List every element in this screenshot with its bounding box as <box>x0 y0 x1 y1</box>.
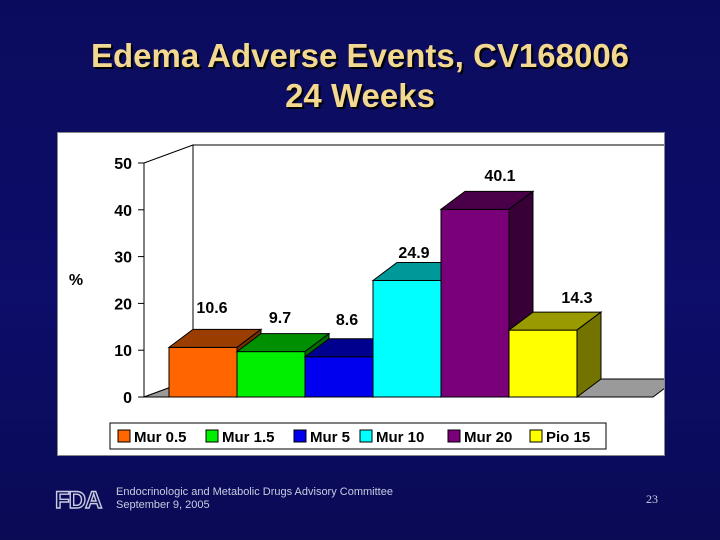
legend-label: Mur 10 <box>376 429 424 446</box>
footer-date: September 9, 2005 <box>116 499 210 511</box>
legend-swatch <box>205 429 219 443</box>
title-line-2: 24 Weeks <box>285 77 435 114</box>
bar <box>508 329 578 398</box>
y-tick-label: 50 <box>114 156 132 173</box>
data-label: 40.1 <box>484 168 515 185</box>
title-line-1: Edema Adverse Events, CV168006 <box>90 37 630 74</box>
bar <box>440 208 510 398</box>
bar-side <box>576 311 602 398</box>
bar <box>372 279 442 398</box>
y-tick-label: 10 <box>114 343 132 360</box>
footer-text: Endocrinologic and Metabolic Drugs Advis… <box>116 486 496 512</box>
legend-label: Mur 1.5 <box>222 429 275 446</box>
legend-swatch <box>447 429 461 443</box>
data-label: 14.3 <box>561 290 592 307</box>
y-tick-label: 40 <box>114 203 132 220</box>
legend-swatch <box>529 429 543 443</box>
bar <box>168 346 238 398</box>
footer-committee: Endocrinologic and Metabolic Drugs Advis… <box>116 486 393 498</box>
data-label: 10.6 <box>196 300 227 317</box>
y-axis-label: % <box>69 272 83 289</box>
legend-label: Pio 15 <box>546 429 590 446</box>
data-label: 9.7 <box>269 310 291 327</box>
data-label: 8.6 <box>336 312 358 329</box>
bar-chart: 0 10 20 30 40 50% 10.6 9.7 8.6 24.9 40.1 14.3 Mur 0.… <box>69 144 664 450</box>
bar <box>236 351 306 398</box>
legend-swatch <box>293 429 307 443</box>
fda-logo: FDA <box>54 486 103 514</box>
bar <box>304 356 374 398</box>
legend-box <box>109 422 607 450</box>
slide-title: Edema Adverse Events, CV168006 24 Weeks <box>0 36 720 116</box>
y-tick-label: 0 <box>123 390 132 407</box>
legend-label: Mur 5 <box>310 429 350 446</box>
y-tick-label: 30 <box>114 250 132 267</box>
legend-swatch <box>359 429 373 443</box>
chart-panel: 0 10 20 30 40 50% 10.6 9.7 8.6 24.9 40.1 14.3 Mur 0.… <box>57 132 665 456</box>
legend-label: Mur 20 <box>464 429 512 446</box>
legend-label: Mur 0.5 <box>134 429 187 446</box>
data-label: 24.9 <box>398 245 429 262</box>
legend-swatch <box>117 429 131 443</box>
y-tick-label: 20 <box>114 296 132 313</box>
page-number: 23 <box>646 492 658 506</box>
svg-text:FDA: FDA <box>55 487 102 514</box>
